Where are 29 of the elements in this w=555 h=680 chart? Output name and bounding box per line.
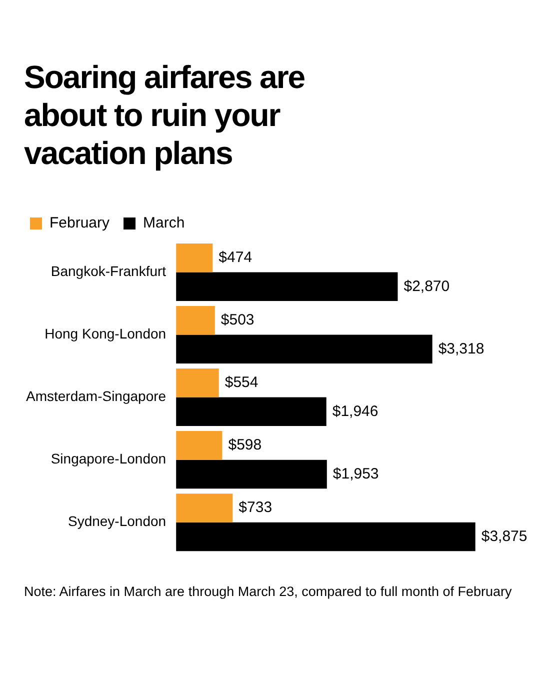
legend-label: February [50,214,110,232]
data-label: $2,870 [404,278,450,295]
data-label: $3,318 [438,340,484,358]
bar [176,306,215,335]
y-tick-label: Hong Kong-London [44,326,166,342]
data-label: $503 [220,312,254,329]
data-label: $598 [228,436,262,454]
bar [176,244,213,272]
y-tick-label: Amsterdam-Singapore [26,388,166,404]
bar [176,460,327,489]
bar [176,494,233,522]
text: Note: Airfares in March are through March 23, compared to full month of February [24,583,513,601]
chart-title: Soaring airfares are about to ruin your vacation plans [23,58,306,172]
data-label: $733 [238,499,272,516]
data-label: $1,946 [332,402,378,420]
bar [176,431,222,460]
bar [176,397,326,426]
y-tick-label: Singapore-London [50,450,166,467]
y-tick-label: Sydney-London [68,513,166,530]
y-tick-label: Bangkok-Frankfurt [50,263,166,280]
bar [176,272,398,302]
bar [176,522,476,552]
bar [176,334,432,364]
legend-label: March [143,214,185,232]
data-label: $1,953 [332,465,379,482]
data-label: $554 [224,374,258,392]
data-label: $474 [218,249,252,266]
data-label: $3,875 [481,528,528,545]
bar [176,368,219,398]
